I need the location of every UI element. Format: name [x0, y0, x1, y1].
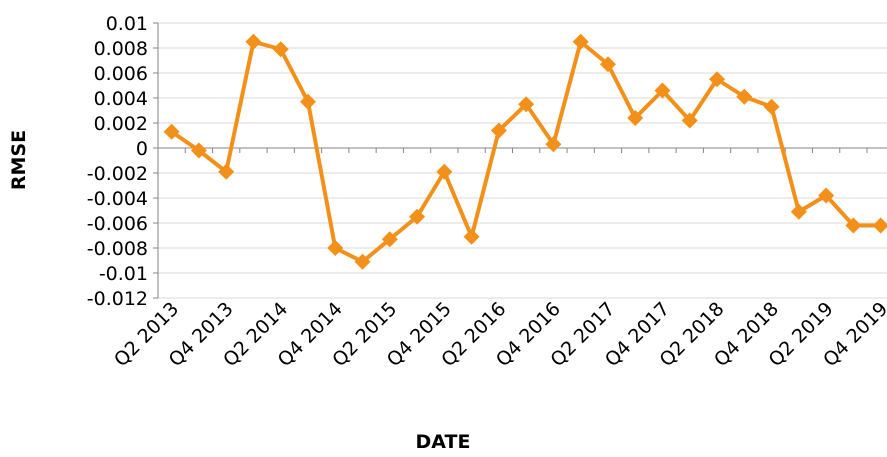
marker: [409, 208, 426, 225]
marker: [818, 187, 835, 204]
y-tick-label: 0.002: [94, 113, 148, 135]
y-tick-label: -0.006: [87, 213, 148, 235]
marker: [327, 240, 344, 256]
marker: [599, 56, 616, 73]
marker: [572, 33, 589, 50]
marker: [545, 136, 562, 153]
marker: [763, 98, 780, 115]
y-tick-label: -0.012: [87, 288, 148, 310]
marker: [709, 71, 726, 88]
y-tick-label: 0.008: [94, 38, 148, 60]
marker: [736, 88, 753, 105]
marker: [845, 217, 862, 234]
marker: [163, 123, 180, 140]
marker: [436, 163, 453, 180]
marker: [299, 93, 316, 110]
marker: [681, 112, 698, 129]
y-tick-label: 0.01: [106, 13, 148, 35]
marker: [354, 253, 371, 270]
marker: [245, 33, 262, 50]
marker: [872, 217, 887, 234]
marker: [381, 231, 398, 248]
y-tick-label: 0.004: [94, 88, 148, 110]
marker: [627, 110, 644, 126]
y-tick-label: 0: [136, 138, 148, 160]
y-tick-label: -0.01: [99, 263, 148, 285]
marker: [218, 163, 235, 180]
y-tick-label: -0.004: [87, 188, 148, 210]
marker: [463, 228, 480, 245]
marker: [272, 41, 289, 58]
marker: [654, 82, 671, 99]
y-tick-label: -0.008: [87, 238, 148, 260]
y-tick-label: 0.006: [94, 63, 148, 85]
marker: [790, 203, 807, 220]
marker: [518, 96, 535, 113]
y-axis-title: RMSE: [8, 130, 30, 190]
series-line: [170, 39, 881, 264]
marker: [490, 122, 507, 139]
y-tick-label: -0.002: [87, 163, 148, 185]
x-axis-title: DATE: [416, 431, 471, 453]
marker: [190, 142, 207, 159]
